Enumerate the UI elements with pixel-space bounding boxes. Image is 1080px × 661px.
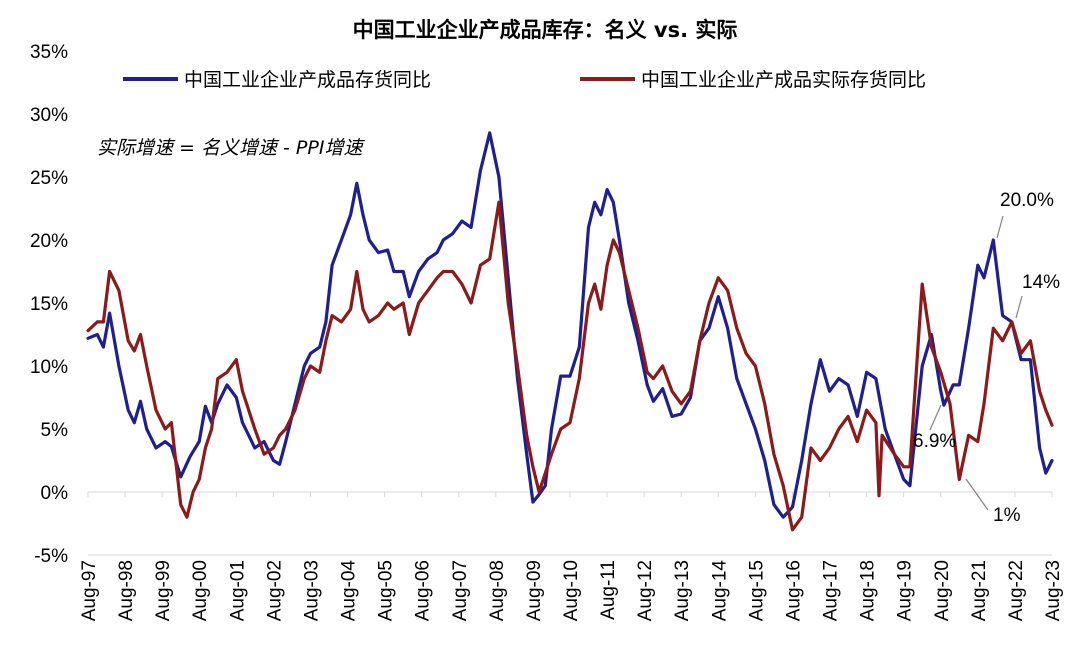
x-tick-label: Aug-10 <box>561 560 582 621</box>
x-tick-label: Aug-98 <box>116 560 137 621</box>
y-tick-label: 30% <box>30 105 68 126</box>
annotation-leader <box>929 404 942 431</box>
x-tick-label: Aug-00 <box>190 560 211 621</box>
x-tick-label: Aug-12 <box>635 560 656 621</box>
x-tick-label: Aug-11 <box>598 560 619 620</box>
x-tick-label: Aug-05 <box>376 560 397 621</box>
series-layer <box>86 131 1054 532</box>
y-tick-label: 15% <box>30 294 68 315</box>
x-tick-label: Aug-21 <box>969 560 990 621</box>
x-tick-label: Aug-01 <box>227 560 248 621</box>
chart-title: 中国工业企业产成品库存：名义 vs. 实际 <box>353 18 738 42</box>
x-tick-label: Aug-14 <box>709 560 730 622</box>
x-tick-label: Aug-97 <box>79 560 100 621</box>
legend-label-nominal: 中国工业企业产成品存货同比 <box>184 69 431 91</box>
x-tick-label: Aug-04 <box>339 560 360 622</box>
legend-label-real: 中国工业企业产成品实际存货同比 <box>641 69 926 91</box>
x-tick-label: Aug-15 <box>746 560 767 621</box>
x-tick-label: Aug-02 <box>264 560 285 621</box>
annotation-leader <box>1015 295 1023 319</box>
annotation-label: 14% <box>1022 272 1060 293</box>
x-tick-label: Aug-23 <box>1043 560 1064 621</box>
x-tick-label: Aug-20 <box>932 560 953 621</box>
x-tick-label: Aug-99 <box>153 560 174 621</box>
y-tick-label: 5% <box>41 420 69 441</box>
x-tick-label: Aug-06 <box>413 560 434 621</box>
annotation-label: 1% <box>993 505 1021 526</box>
annotation-label: 6.9% <box>913 431 956 452</box>
formula-note: 实际增速 = 名义增速 - PPI增速 <box>97 137 365 159</box>
y-tick-label: 10% <box>30 357 68 378</box>
x-tick-label: Aug-18 <box>858 560 879 621</box>
x-tick-label: Aug-19 <box>895 560 916 621</box>
y-tick-label: 35% <box>30 42 68 63</box>
annotation-leader <box>996 215 1004 239</box>
x-tick-label: Aug-22 <box>1006 560 1027 621</box>
annotation-leader <box>965 478 989 511</box>
series-line-real <box>86 200 1054 532</box>
x-tick-label: Aug-08 <box>487 560 508 621</box>
legend: 中国工业企业产成品存货同比 中国工业企业产成品实际存货同比 <box>123 69 926 91</box>
y-tick-label: 25% <box>30 168 68 189</box>
x-tick-label: Aug-09 <box>524 560 545 621</box>
x-tick-label: Aug-07 <box>450 560 471 621</box>
annotation-layer: 20.0% 14% 6.9% 1% <box>913 190 1060 526</box>
y-tick-label: 20% <box>30 231 68 252</box>
y-tick-label: -5% <box>34 546 68 567</box>
x-tick-label: Aug-03 <box>301 560 322 621</box>
x-tick-label: Aug-16 <box>783 560 804 621</box>
x-axis: Aug-97 Aug-98 Aug-99 Aug-00 Aug-01 Aug-02 Aug-… <box>79 491 1064 622</box>
x-tick-label: Aug-17 <box>821 560 842 621</box>
series-line-nominal <box>86 131 1054 519</box>
y-tick-label: 0% <box>41 483 69 504</box>
annotation-label: 20.0% <box>1000 190 1054 211</box>
x-tick-label: Aug-13 <box>672 560 693 621</box>
y-axis: -5% 0% 5% 10% 15% 20% 25% 30% 35% <box>30 42 68 567</box>
